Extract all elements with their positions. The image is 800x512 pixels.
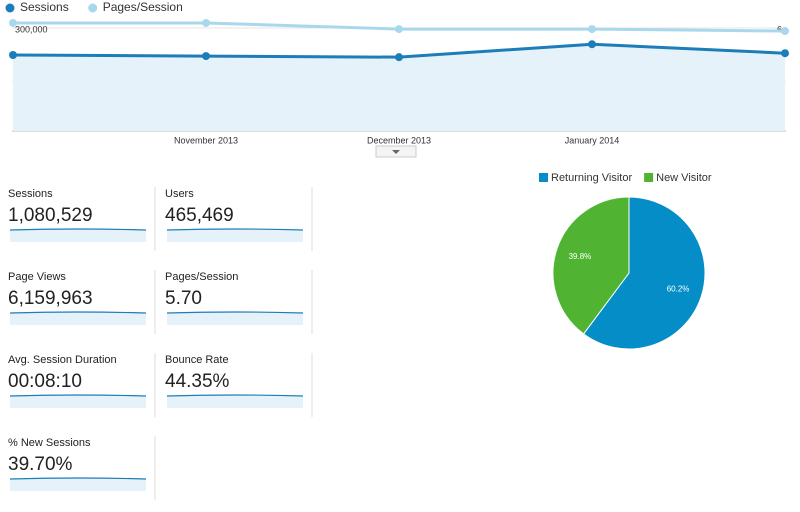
legend-label: Returning Visitor [551, 172, 632, 184]
slice-label: 60.2% [667, 284, 690, 293]
sparkline-fill [10, 478, 146, 491]
sparkline-fill [10, 395, 146, 408]
pie-slice [552, 196, 630, 335]
metric-label: Page Views [8, 271, 66, 283]
sparkline [166, 394, 304, 397]
sparkline [166, 311, 304, 314]
legend-swatch [539, 173, 548, 182]
metric-value: 465,469 [165, 205, 234, 226]
data-point [588, 25, 596, 34]
metric-label: Bounce Rate [165, 354, 229, 366]
sparkline-fill [167, 229, 303, 242]
y2-tick-label: 6 [777, 24, 782, 34]
data-point [781, 49, 789, 58]
data-point [781, 27, 789, 36]
x-tick-label: January 2014 [565, 135, 620, 145]
metric-value: 44.35% [165, 371, 230, 392]
metric-label: Users [165, 188, 194, 200]
sparkline-fill [167, 312, 303, 325]
legend-label: Pages/Session [103, 0, 183, 14]
area [13, 44, 785, 132]
sparkline [9, 311, 147, 314]
metric-label: Pages/Session [165, 271, 238, 283]
legend-marker [5, 3, 15, 13]
data-point [395, 25, 403, 34]
metric-value: 1,080,529 [8, 205, 93, 226]
sparkline-fill [10, 312, 146, 325]
data-point [395, 53, 403, 62]
x-tick-label: November 2013 [174, 135, 238, 145]
sparkline-fill [167, 395, 303, 408]
data-point [202, 52, 210, 61]
data-point [9, 18, 17, 27]
pie-slice [582, 196, 706, 350]
collapse-arrow [392, 150, 400, 154]
metric-label: Sessions [8, 188, 53, 200]
sparkline-fill [10, 229, 146, 242]
legend-marker [88, 3, 98, 13]
data-point [202, 18, 210, 27]
metric-label: % New Sessions [8, 437, 91, 449]
metric-value: 00:08:10 [8, 371, 82, 392]
metric-value: 5.70 [165, 288, 202, 309]
sparkline [9, 228, 147, 231]
legend-label: New Visitor [656, 172, 712, 184]
metric-value: 6,159,963 [8, 288, 93, 309]
x-tick-label: December 2013 [367, 135, 431, 145]
metric-label: Avg. Session Duration [8, 354, 117, 366]
slice-label: 39.8% [569, 252, 592, 261]
sparkline [9, 394, 147, 397]
data-point [9, 51, 17, 59]
legend-swatch [644, 173, 654, 182]
legend-label: Sessions [20, 0, 69, 14]
metric-value: 39.70% [8, 454, 73, 475]
y-tick-label: 300,000 [15, 24, 48, 34]
sparkline [9, 477, 147, 480]
sparkline [166, 228, 304, 231]
data-point [588, 40, 596, 49]
